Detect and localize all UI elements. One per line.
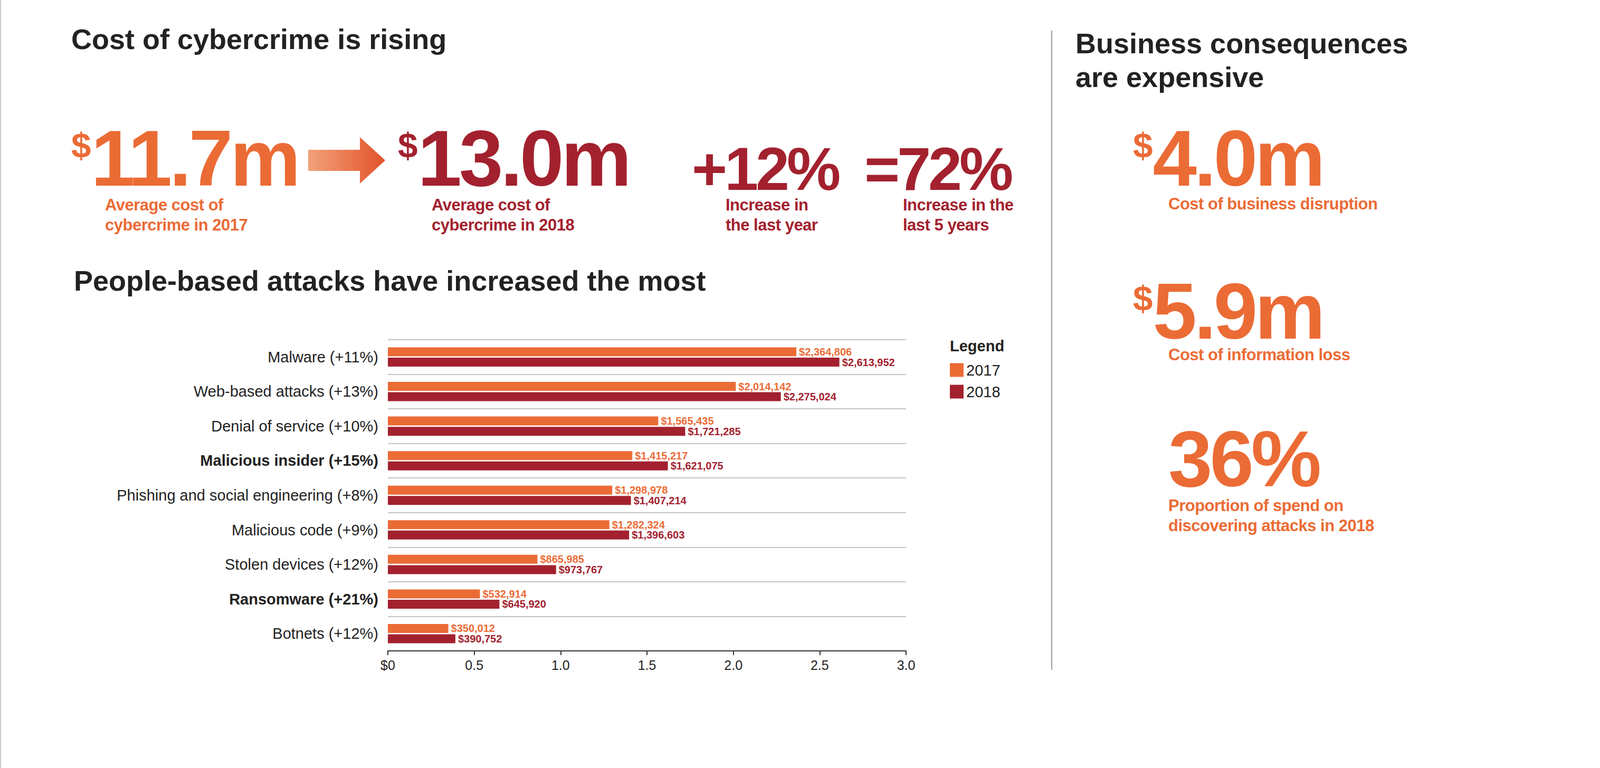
svg-text:$390,752: $390,752 (458, 633, 502, 645)
svg-text:2018: 2018 (966, 383, 1001, 401)
svg-text:$0: $0 (380, 658, 396, 673)
svg-text:$1,621,075: $1,621,075 (670, 460, 724, 472)
svg-text:$1,407,214: $1,407,214 (633, 494, 688, 507)
svg-text:People-based attacks have incr: People-based attacks have increased the … (73, 264, 707, 297)
svg-text:2.0: 2.0 (724, 658, 743, 673)
svg-text:$1,721,285: $1,721,285 (687, 425, 741, 438)
svg-text:Ransomware (+21%): Ransomware (+21%) (229, 591, 379, 608)
svg-text:1.0: 1.0 (551, 658, 570, 673)
svg-text:0.5: 0.5 (464, 658, 484, 673)
svg-text:$2,364,806: $2,364,806 (798, 346, 852, 358)
svg-text:$532,914: $532,914 (482, 588, 527, 600)
svg-text:$1,415,217: $1,415,217 (634, 449, 688, 462)
html-text:5.9m: 5.9m (1152, 267, 1323, 356)
svg-text:$2,613,952: $2,613,952 (842, 356, 895, 369)
html-text:Business consequences are expe: Business consequences are expensive (1075, 27, 1409, 93)
html-text:13.0m: 13.0m (417, 113, 629, 203)
svg-text:Denial of service (+10%): Denial of service (+10%) (211, 417, 379, 435)
html-text:Cost of cybercrime is rising: Cost of cybercrime is rising (71, 23, 447, 55)
svg-text:2.5: 2.5 (810, 658, 830, 673)
html-text:+12%: +12% (691, 135, 839, 203)
svg-text:Malware (+11%): Malware (+11%) (267, 348, 379, 366)
svg-text:Web-based attacks (+13%): Web-based attacks (+13%) (193, 383, 379, 400)
svg-text:$973,767: $973,767 (558, 564, 603, 576)
svg-text:Legend: Legend (949, 337, 1005, 355)
svg-text:Phishing and social engineerin: Phishing and social engineering (+8%) (116, 487, 379, 504)
svg-text:$645,920: $645,920 (501, 598, 546, 611)
html-text:=72%: =72% (864, 135, 1011, 203)
svg-text:1.5: 1.5 (637, 658, 657, 673)
html-text:Increase in the last 5 years: Increase in the last 5 years (902, 195, 1014, 235)
html-text:Cost of information loss: Cost of information loss (1168, 345, 1351, 365)
html-text:11.7m: 11.7m (91, 113, 298, 203)
html-text:Average cost of cybercrime in: Average cost of cybercrime in 2018 (431, 195, 575, 235)
svg-text:$1,282,324: $1,282,324 (611, 519, 665, 531)
svg-text:$865,985: $865,985 (540, 553, 585, 566)
html-text:Average cost of cybercrime in: Average cost of cybercrime in 2017 (105, 195, 248, 235)
svg-text:$1,396,603: $1,396,603 (631, 529, 685, 541)
html-text:Cost of business disruption: Cost of business disruption (1168, 194, 1378, 214)
svg-text:$2,014,142: $2,014,142 (738, 380, 792, 393)
html-text:Proportion of spend on discove: Proportion of spend on discovering attac… (1168, 496, 1374, 536)
svg-text:Malicious insider (+15%): Malicious insider (+15%) (200, 452, 379, 470)
html-text:36%: 36% (1168, 414, 1319, 504)
svg-text:Botnets (+12%): Botnets (+12%) (272, 625, 379, 643)
svg-text:$1,565,435: $1,565,435 (660, 415, 714, 427)
svg-text:3.0: 3.0 (897, 658, 916, 673)
svg-text:Malicious code (+9%): Malicious code (+9%) (231, 521, 379, 539)
svg-text:$1,298,978: $1,298,978 (614, 484, 668, 497)
svg-text:$2,275,024: $2,275,024 (783, 391, 837, 403)
html-text:Increase in the last year: Increase in the last year (725, 195, 818, 235)
svg-text:$350,012: $350,012 (450, 622, 495, 635)
html-text:4.0m: 4.0m (1152, 113, 1323, 203)
svg-text:Stolen devices (+12%): Stolen devices (+12%) (224, 556, 379, 574)
svg-text:2017: 2017 (966, 362, 1001, 379)
